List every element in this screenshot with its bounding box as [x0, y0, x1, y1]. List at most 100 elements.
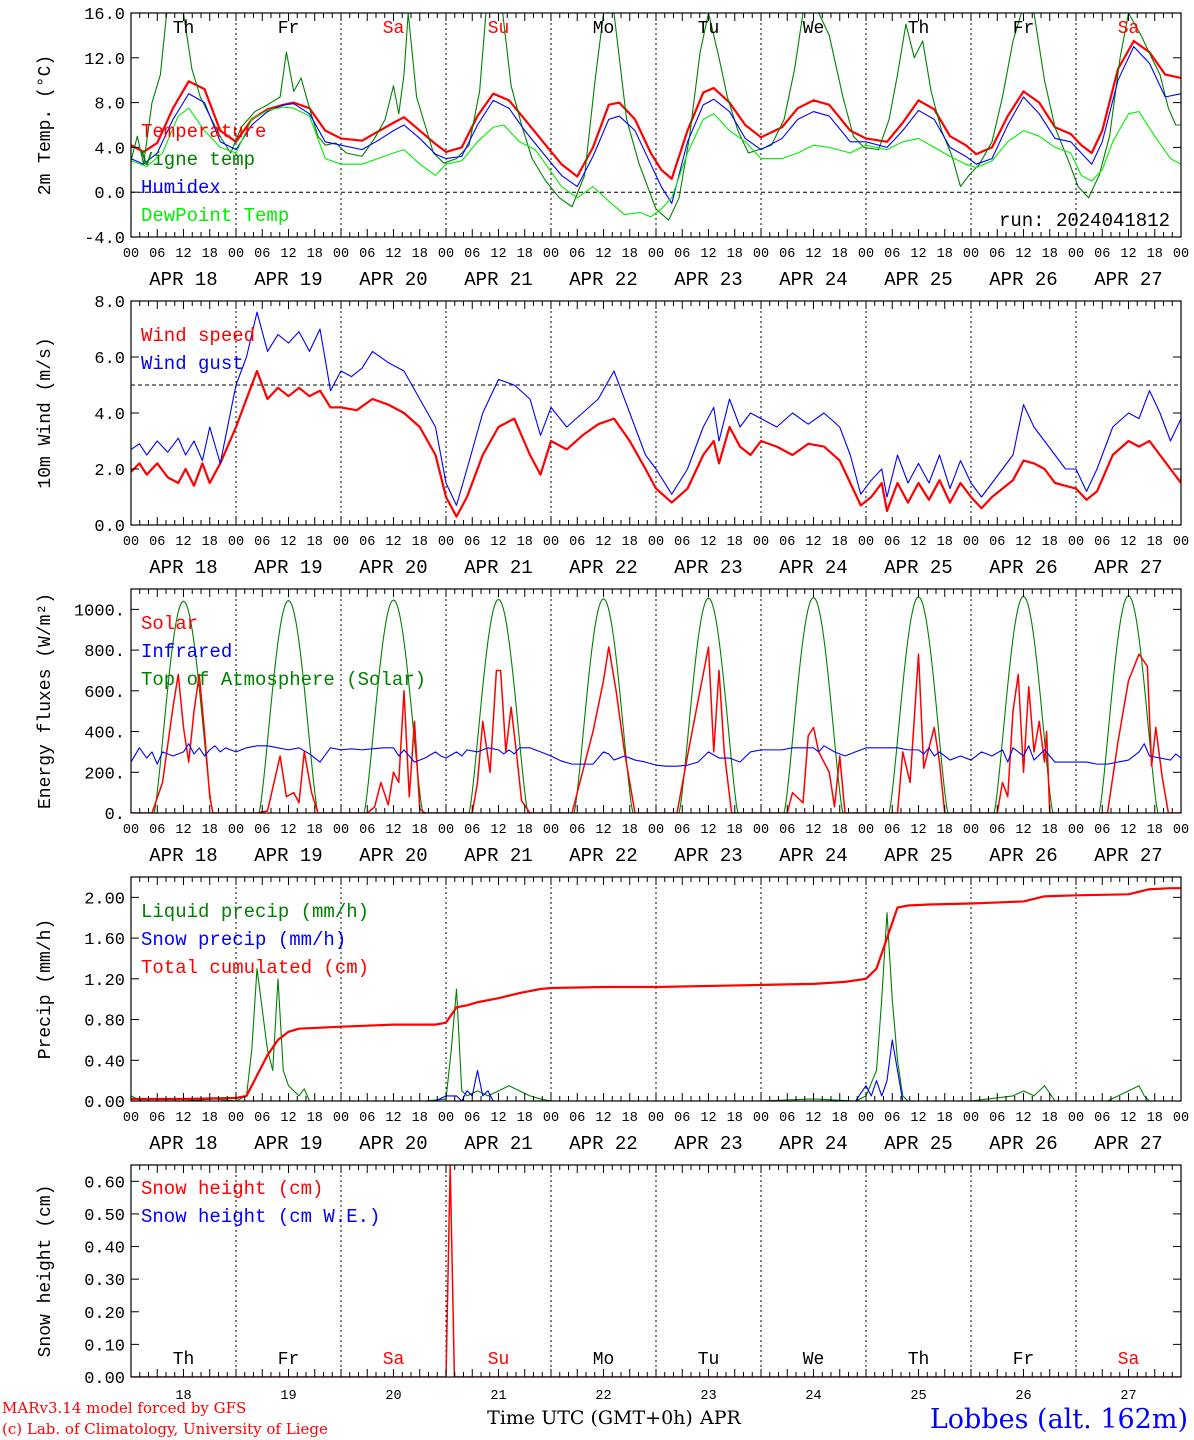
- hour-tick-label: 06: [464, 823, 480, 838]
- hour-tick-label: 12: [1015, 247, 1031, 262]
- hour-tick-label: 12: [595, 823, 611, 838]
- hour-tick-label: 12: [805, 1111, 821, 1126]
- date-label: APR 24: [779, 557, 847, 579]
- day-number-label: 23: [700, 1389, 716, 1404]
- date-label: APR 24: [779, 1133, 847, 1155]
- location-label: Lobbes (alt. 162m): [930, 1404, 1188, 1435]
- y-tick-label: 0.80: [84, 1013, 125, 1032]
- day-number-label: 22: [595, 1389, 611, 1404]
- y-tick-label: 8.0: [94, 294, 125, 313]
- hour-tick-label: 06: [674, 1111, 690, 1126]
- hour-tick-label: 12: [385, 535, 401, 550]
- hour-tick-label: 06: [989, 535, 1005, 550]
- legend-entry: Temperature: [141, 121, 266, 143]
- y-tick-label: 400.: [84, 725, 125, 744]
- hour-tick-label: 18: [1147, 247, 1163, 262]
- hour-tick-label: 00: [858, 535, 874, 550]
- series-line-1: [131, 646, 1181, 813]
- hour-tick-label: 00: [333, 535, 349, 550]
- hour-tick-label: 12: [280, 823, 296, 838]
- run-label: run: 2024041812: [999, 210, 1170, 232]
- date-label: APR 22: [569, 1133, 637, 1155]
- y-axis-label: 10m Wind (m/s): [36, 337, 56, 488]
- hour-tick-label: 12: [385, 823, 401, 838]
- hour-tick-label: 06: [254, 535, 270, 550]
- hour-tick-label: 06: [569, 1111, 585, 1126]
- hour-tick-label: 06: [779, 1111, 795, 1126]
- date-label: APR 20: [359, 557, 427, 579]
- series-line-4: [131, 106, 1181, 218]
- y-tick-label: 0.20: [84, 1305, 125, 1324]
- date-label: APR 23: [674, 1133, 742, 1155]
- hour-tick-label: 12: [910, 823, 926, 838]
- weekday-label: Fr: [1013, 19, 1035, 39]
- weekday-label: Th: [173, 1350, 195, 1370]
- hour-tick-label: 12: [280, 247, 296, 262]
- weekday-label: Mo: [593, 1350, 615, 1370]
- hour-tick-label: 12: [1015, 823, 1031, 838]
- hour-tick-label: 06: [464, 1111, 480, 1126]
- hour-tick-label: 00: [648, 823, 664, 838]
- hour-tick-label: 18: [517, 823, 533, 838]
- y-tick-label: 0.: [105, 806, 125, 825]
- hour-tick-label: 18: [517, 535, 533, 550]
- hour-tick-label: 00: [648, 247, 664, 262]
- date-label: APR 25: [884, 845, 952, 867]
- legend-entry: Infrared: [141, 641, 232, 663]
- hour-tick-label: 00: [543, 247, 559, 262]
- panel-3: 0. 200. 400. 600. 800. 1000. Energy fluxes (W/…: [36, 588, 1189, 867]
- weekday-label: Su: [488, 19, 510, 39]
- hour-tick-label: 06: [779, 535, 795, 550]
- hour-tick-label: 18: [412, 535, 428, 550]
- series-line-1: [131, 39, 1181, 180]
- model-credit: MARv3.14 model forced by GFS: [2, 1399, 246, 1417]
- date-label: APR 25: [884, 269, 952, 291]
- y-tick-label: 0.50: [84, 1207, 125, 1226]
- hour-tick-label: 06: [674, 823, 690, 838]
- hour-tick-label: 06: [359, 823, 375, 838]
- hour-tick-label: 18: [937, 1111, 953, 1126]
- hour-tick-label: 18: [1147, 1111, 1163, 1126]
- date-label: APR 18: [149, 557, 217, 579]
- hour-tick-label: 18: [937, 247, 953, 262]
- hour-tick-label: 06: [1094, 247, 1110, 262]
- date-label: APR 24: [779, 845, 847, 867]
- hour-tick-label: 18: [202, 247, 218, 262]
- hour-tick-label: 12: [490, 247, 506, 262]
- hour-tick-label: 12: [280, 1111, 296, 1126]
- date-label: APR 21: [464, 557, 532, 579]
- hour-tick-label: 18: [307, 247, 323, 262]
- y-axis-label: Precip (mm/h): [36, 919, 56, 1059]
- hour-tick-label: 18: [1042, 1111, 1058, 1126]
- legend-entry: Vigne temp: [141, 149, 255, 171]
- y-axis-label: 2m Temp. (°C): [36, 55, 56, 195]
- hour-tick-label: 18: [202, 535, 218, 550]
- hour-tick-label: 06: [1094, 535, 1110, 550]
- hour-tick-label: 06: [779, 823, 795, 838]
- hour-tick-label: 06: [989, 823, 1005, 838]
- weekday-label: Tu: [698, 19, 720, 39]
- hour-tick-label: 12: [280, 535, 296, 550]
- legend-entry: Snow height (cm): [141, 1178, 323, 1200]
- hour-tick-label: 06: [359, 1111, 375, 1126]
- y-tick-label: 2.0: [94, 462, 125, 481]
- y-tick-label: 800.: [84, 643, 125, 662]
- y-tick-label: 0.10: [84, 1337, 125, 1356]
- hour-tick-label: 00: [753, 1111, 769, 1126]
- x-axis-title: Time UTC (GMT+0h): [487, 1407, 693, 1429]
- hour-tick-label: 00: [753, 247, 769, 262]
- date-label: APR 19: [254, 557, 322, 579]
- hour-tick-label: 18: [1042, 247, 1058, 262]
- hour-tick-label: 12: [175, 823, 191, 838]
- hour-tick-label: 18: [622, 247, 638, 262]
- hour-tick-label: 18: [202, 823, 218, 838]
- hour-tick-label: 00: [438, 1111, 454, 1126]
- y-tick-label: 2.00: [84, 890, 125, 909]
- hour-tick-label: 12: [700, 535, 716, 550]
- series-line-2: [131, 743, 1181, 767]
- hour-tick-label: 12: [595, 535, 611, 550]
- day-number-label: 25: [910, 1389, 926, 1404]
- hour-tick-label: 12: [385, 247, 401, 262]
- x-axis-month: APR: [699, 1407, 742, 1429]
